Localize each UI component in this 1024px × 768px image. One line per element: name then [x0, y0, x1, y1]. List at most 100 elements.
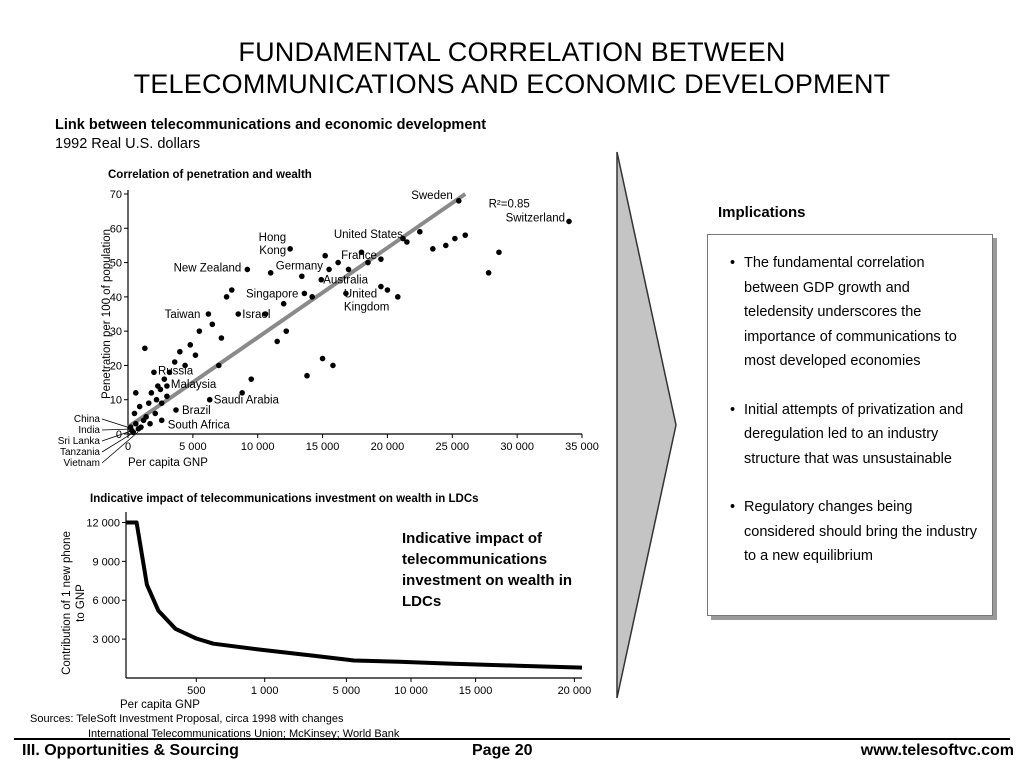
point-label: Taiwan — [165, 309, 201, 321]
trend-line — [126, 192, 467, 429]
scatter-chart: Correlation of penetration and wealth 0 10… — [58, 169, 599, 469]
data-point — [330, 362, 336, 369]
slide-title: FUNDAMENTAL CORRELATION BETWEEN TELECOMM… — [0, 36, 1024, 100]
data-point — [235, 311, 242, 317]
data-point — [173, 407, 179, 413]
chart1-title: Correlation of penetration and wealth — [108, 169, 312, 181]
point-label: Israel — [242, 309, 270, 321]
country-label: Sri Lanka — [58, 436, 101, 447]
data-point — [462, 232, 469, 238]
y-tick-label: 12 000 — [86, 517, 120, 529]
data-point — [452, 235, 458, 242]
data-point — [365, 259, 371, 266]
implication-bullet: Regulatory changes being considered shou… — [730, 495, 982, 569]
data-point — [218, 335, 225, 341]
data-point — [223, 294, 230, 300]
sources-line-1: Sources: TeleSoft Investment Proposal, c… — [30, 713, 344, 725]
data-point — [158, 400, 165, 406]
line-chart: Indicative impact of telecommunications … — [61, 493, 592, 710]
data-point — [485, 270, 492, 276]
data-point — [138, 424, 144, 430]
y-tick-label: 50 — [110, 258, 122, 270]
data-point — [205, 311, 212, 317]
data-point — [136, 403, 143, 410]
point-label: Kong — [259, 245, 286, 257]
data-point — [455, 198, 462, 204]
x-tick-label: 30 000 — [500, 441, 534, 453]
data-point — [142, 345, 148, 352]
x-tick-label: 0 — [125, 441, 131, 453]
data-point — [145, 400, 152, 406]
data-point — [196, 328, 203, 334]
footer-page-number: Page 20 — [472, 742, 533, 759]
data-point — [566, 218, 572, 225]
data-point — [132, 420, 139, 427]
chart-subheading: Link between telecommunications and econ… — [55, 116, 486, 154]
data-point — [326, 266, 332, 273]
implication-bullet: Initial attempts of privatization and de… — [730, 398, 982, 472]
x-tick-label: 20 000 — [558, 685, 592, 697]
y-tick-label: 30 — [110, 326, 122, 338]
data-point — [400, 235, 406, 242]
data-point — [148, 390, 155, 396]
country-label: Tanzania — [60, 447, 100, 458]
data-point — [152, 410, 159, 417]
country-label: Vietnam — [63, 458, 100, 469]
y-axis-label: to GNP — [75, 584, 87, 622]
data-point — [151, 369, 157, 376]
point-label: New Zealand — [174, 262, 242, 274]
x-tick-label: 5 000 — [179, 441, 207, 453]
implications-label: Implications — [718, 204, 806, 221]
point-label: United — [344, 288, 377, 300]
country-label: China — [74, 414, 101, 425]
data-point — [209, 321, 216, 328]
y-axis-label: Penetration per 100 of population — [101, 229, 113, 399]
data-point — [164, 383, 170, 389]
data-point — [192, 352, 199, 358]
data-point — [280, 300, 287, 307]
footer-section-label: III. Opportunities & Sourcing — [22, 742, 239, 759]
y-tick-label: 10 — [110, 395, 122, 407]
data-point — [496, 249, 502, 256]
y-axis-label: Contribution of 1 new phone — [61, 531, 73, 675]
data-point — [287, 246, 293, 252]
point-label: Brazil — [182, 405, 211, 417]
y-tick-label: 20 — [110, 360, 122, 372]
data-point — [343, 290, 349, 297]
data-point — [248, 376, 255, 382]
leader-line — [101, 430, 137, 453]
data-point — [153, 396, 160, 403]
sources-line-2: International Telecommunications Union; … — [88, 728, 400, 740]
point-label: France — [341, 250, 377, 262]
point-label: Switzerland — [506, 212, 565, 224]
data-point — [443, 242, 449, 249]
data-point — [228, 287, 235, 293]
chart2-caption: Indicative impact of telecommunications … — [402, 530, 573, 610]
data-point — [239, 390, 245, 396]
point-label: Russia — [158, 365, 194, 377]
point-label: Malaysia — [171, 379, 217, 391]
y-tick-label: 9 000 — [92, 556, 120, 568]
data-point — [166, 369, 173, 376]
x-tick-label: 15 000 — [306, 441, 340, 453]
data-point — [164, 393, 170, 400]
data-point — [131, 410, 138, 417]
data-point — [299, 273, 305, 280]
point-label: Singapore — [246, 288, 298, 300]
data-point — [395, 294, 401, 300]
subheading-units: 1992 Real U.S. dollars — [55, 136, 201, 152]
data-point — [267, 270, 274, 276]
x-tick-label: 35 000 — [565, 441, 599, 453]
data-point — [335, 259, 341, 266]
data-point — [301, 290, 308, 297]
data-point — [206, 396, 213, 403]
point-label: South Africa — [168, 419, 231, 431]
x-tick-label: 15 000 — [459, 685, 493, 697]
data-point — [322, 252, 328, 259]
data-point — [274, 338, 280, 345]
data-point — [283, 328, 290, 334]
data-point — [132, 390, 139, 396]
point-label: Sweden — [411, 190, 453, 202]
data-point — [358, 249, 365, 256]
data-point — [158, 417, 165, 424]
